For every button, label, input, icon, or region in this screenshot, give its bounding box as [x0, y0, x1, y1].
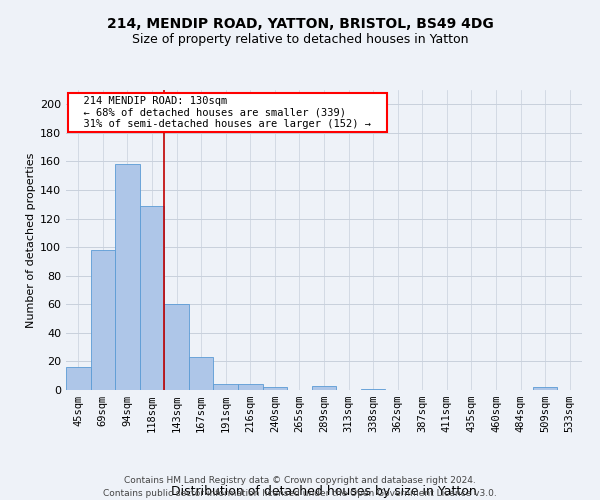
Text: 214, MENDIP ROAD, YATTON, BRISTOL, BS49 4DG: 214, MENDIP ROAD, YATTON, BRISTOL, BS49 …	[107, 18, 493, 32]
Bar	[66, 367, 91, 390]
Bar	[238, 384, 263, 390]
Bar	[164, 304, 189, 390]
Bar	[312, 386, 336, 390]
Text: 214 MENDIP ROAD: 130sqm  
  ← 68% of detached houses are smaller (339)  
  31% o: 214 MENDIP ROAD: 130sqm ← 68% of detache…	[71, 96, 383, 129]
X-axis label: Distribution of detached houses by size in Yatton: Distribution of detached houses by size …	[171, 485, 477, 498]
Bar	[91, 250, 115, 390]
Bar	[533, 387, 557, 390]
Text: Size of property relative to detached houses in Yatton: Size of property relative to detached ho…	[132, 32, 468, 46]
Text: Contains HM Land Registry data © Crown copyright and database right 2024.
Contai: Contains HM Land Registry data © Crown c…	[103, 476, 497, 498]
Bar	[361, 388, 385, 390]
Bar	[214, 384, 238, 390]
Bar	[115, 164, 140, 390]
Bar	[140, 206, 164, 390]
Bar	[263, 387, 287, 390]
Y-axis label: Number of detached properties: Number of detached properties	[26, 152, 36, 328]
Bar	[189, 357, 214, 390]
